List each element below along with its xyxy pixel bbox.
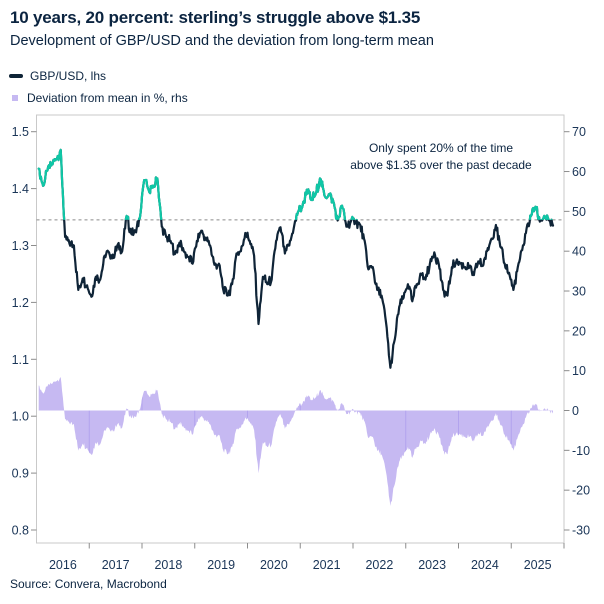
page-subtitle: Development of GBP/USD and the deviation… [10, 33, 434, 49]
deviation-bars [38, 377, 553, 506]
x-axis-year-label: 2025 [524, 558, 552, 572]
plot-frame [36, 114, 565, 544]
bar-series-marker-icon [12, 95, 18, 101]
left-axis-tick-label: 0.9 [12, 467, 29, 481]
chart-annotation: Only spent 20% of the time above $1.35 o… [295, 140, 587, 174]
legend-item-gbpusd: GBP/USD, lhs [9, 68, 188, 84]
annotation-line-2: above $1.35 over the past decade [350, 158, 532, 172]
line-series-marker-icon [9, 74, 23, 78]
x-axis-year-label: 2020 [260, 558, 288, 572]
x-axis-year-label: 2023 [418, 558, 446, 572]
x-axis-year-label: 2022 [365, 558, 393, 572]
right-axis-tick-label: 0 [572, 404, 579, 418]
gbpusd-line-above-mean [37, 148, 553, 220]
right-axis-tick-label: 60 [572, 165, 586, 179]
right-axis-tick-label: -20 [572, 484, 590, 498]
left-axis-tick-label: 1.0 [12, 410, 29, 424]
x-axis-year-label: 2016 [49, 558, 77, 572]
right-axis-tick-label: -30 [572, 524, 590, 538]
source-note: Source: Convera, Macrobond [10, 577, 167, 591]
left-axis-tick-label: 1.1 [12, 353, 29, 367]
right-axis-tick-label: 30 [572, 285, 586, 299]
left-axis-tick-label: 1.2 [12, 296, 29, 310]
right-axis-tick-label: -10 [572, 444, 590, 458]
legend-label-deviation: Deviation from mean in %, rhs [27, 91, 188, 105]
right-axis-tick-label: 50 [572, 205, 586, 219]
x-axis-year-label: 2018 [154, 558, 182, 572]
gbpusd-line [37, 148, 555, 369]
x-axis-year-label: 2024 [471, 558, 499, 572]
legend-item-deviation: Deviation from mean in %, rhs [9, 90, 188, 106]
annotation-line-1: Only spent 20% of the time [368, 141, 514, 155]
x-axis-year-label: 2017 [102, 558, 130, 572]
x-axis-year-label: 2019 [207, 558, 235, 572]
left-axis-tick-label: 1.5 [12, 125, 29, 139]
right-axis-tick-label: 70 [572, 125, 586, 139]
right-axis-tick-label: 20 [572, 324, 586, 338]
left-axis-tick-label: 1.4 [12, 182, 29, 196]
page-title: 10 years, 20 percent: sterling’s struggl… [10, 8, 421, 27]
left-axis-tick-label: 1.3 [12, 239, 29, 253]
right-axis-tick-label: 40 [572, 245, 586, 259]
legend: GBP/USD, lhs Deviation from mean in %, r… [9, 68, 188, 112]
legend-label-gbpusd: GBP/USD, lhs [30, 69, 107, 83]
right-axis-tick-label: 10 [572, 364, 586, 378]
x-axis-year-label: 2021 [313, 558, 341, 572]
left-axis-tick-label: 0.8 [12, 524, 29, 538]
